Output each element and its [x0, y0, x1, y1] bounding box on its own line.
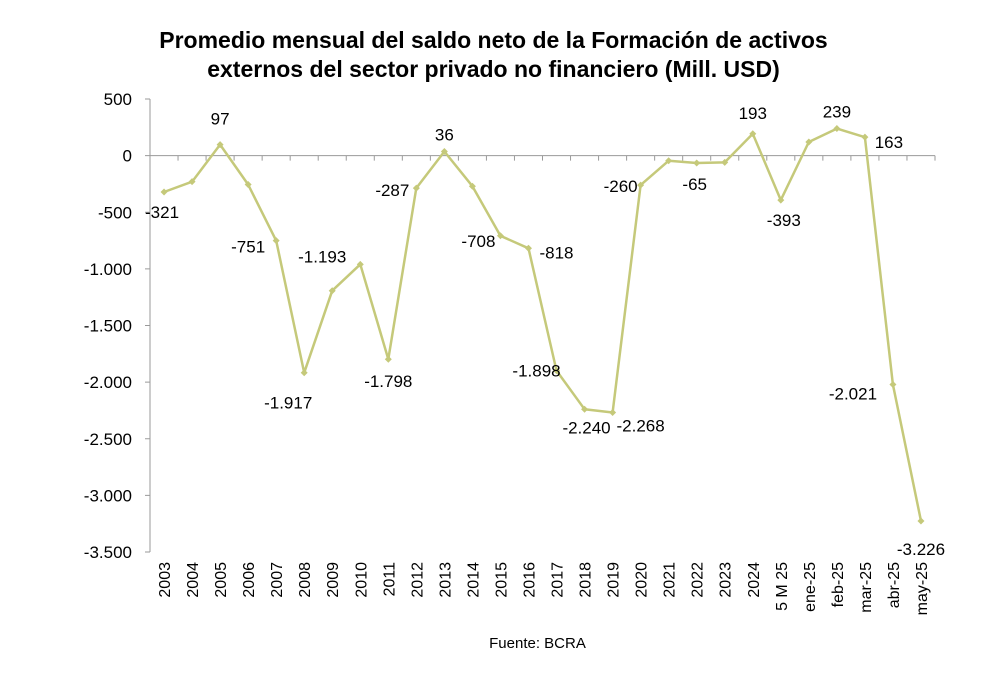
x-tick-label: 2013	[437, 562, 454, 598]
x-tick-label: ene-25	[802, 562, 819, 612]
data-point	[272, 237, 280, 245]
x-tick-label: feb-25	[830, 562, 847, 607]
x-tick-label: 2012	[409, 562, 426, 598]
x-tick-label: 2016	[521, 562, 538, 598]
data-point	[440, 148, 448, 156]
data-point	[581, 405, 589, 413]
chart-title-line-2: externos del sector privado no financier…	[207, 56, 780, 82]
y-tick-label: -500	[98, 203, 132, 222]
data-point	[160, 188, 168, 196]
data-label: -1.917	[264, 394, 312, 413]
x-tick-label: 2003	[157, 562, 174, 598]
data-label: -708	[461, 232, 495, 251]
y-tick-label: -1.500	[84, 317, 132, 336]
x-tick-label: 2011	[381, 562, 398, 597]
data-point	[805, 138, 813, 146]
y-tick-label: 0	[123, 147, 132, 166]
data-label: -260	[604, 177, 638, 196]
series-line	[163, 127, 923, 522]
y-tick-label: -3.000	[84, 486, 132, 505]
data-label: -751	[231, 238, 265, 257]
x-tick-label: 2021	[662, 562, 679, 598]
y-tick-label: -2.000	[84, 373, 132, 392]
chart-title-line-1: Promedio mensual del saldo neto de la Fo…	[159, 27, 828, 53]
x-tick-label: 5 M 25	[774, 562, 791, 611]
x-tick-label: 2004	[185, 562, 202, 598]
x-tick-label: may-25	[914, 562, 931, 615]
data-point	[496, 232, 504, 240]
data-label: -287	[375, 181, 409, 200]
data-point	[721, 158, 729, 166]
data-label: 193	[739, 104, 767, 123]
y-tick-label: -2.500	[84, 430, 132, 449]
data-point	[356, 260, 364, 268]
data-label: 163	[875, 133, 903, 152]
x-tick-label: 2007	[269, 562, 286, 598]
data-point	[524, 244, 532, 252]
data-point	[384, 355, 392, 363]
data-label: -2.240	[562, 418, 610, 437]
x-tick-label: mar-25	[858, 562, 875, 613]
x-tick-label: 2010	[353, 562, 370, 598]
data-point	[468, 182, 476, 190]
data-point	[412, 184, 420, 192]
x-tick-label: 2023	[718, 562, 735, 598]
x-tick-label: 2017	[550, 562, 567, 598]
data-label: -393	[767, 211, 801, 230]
data-label: 239	[823, 103, 851, 122]
data-label: -2.021	[829, 385, 877, 404]
data-point	[188, 178, 196, 186]
x-tick-label: 2009	[325, 562, 342, 598]
data-label: -65	[682, 175, 707, 194]
data-label: -2.268	[616, 416, 664, 435]
data-label: 97	[211, 110, 230, 129]
data-label: -1.898	[512, 362, 560, 381]
data-label: -1.798	[364, 372, 412, 391]
data-point	[244, 181, 252, 189]
data-point	[861, 133, 869, 141]
data-point	[665, 157, 673, 165]
data-point	[637, 181, 645, 189]
data-label: -3.226	[897, 540, 945, 559]
x-tick-label: 2015	[493, 562, 510, 598]
data-point	[693, 159, 701, 167]
data-point	[300, 369, 308, 377]
y-tick-label: 500	[104, 90, 132, 109]
x-tick-label: 2018	[578, 562, 595, 598]
data-point	[777, 196, 785, 204]
data-point	[609, 408, 617, 416]
y-tick-label: -3.500	[84, 543, 132, 562]
data-label: 36	[435, 126, 454, 145]
x-tick-label: 2008	[297, 562, 314, 598]
data-point	[553, 367, 561, 375]
data-label: -818	[539, 243, 573, 262]
data-point	[889, 381, 897, 389]
data-point	[917, 517, 925, 525]
data-point	[749, 130, 757, 138]
source-note: Fuente: BCRA	[489, 635, 586, 652]
data-point	[328, 287, 336, 295]
data-point	[833, 125, 841, 133]
data-point	[216, 141, 224, 149]
y-tick-label: -1.000	[84, 260, 132, 279]
chart-title: Promedio mensual del saldo neto de la Fo…	[0, 26, 987, 84]
data-label: -1.193	[298, 248, 346, 267]
x-tick-label: 2024	[746, 562, 763, 598]
x-tick-label: 2014	[465, 562, 482, 598]
x-tick-label: 2005	[213, 562, 230, 598]
x-tick-label: 2020	[634, 562, 651, 598]
data-label: -321	[145, 203, 179, 222]
x-tick-label: 2019	[606, 562, 623, 598]
x-tick-label: abr-25	[886, 562, 903, 608]
x-tick-label: 2022	[690, 562, 707, 598]
x-tick-label: 2006	[241, 562, 258, 598]
